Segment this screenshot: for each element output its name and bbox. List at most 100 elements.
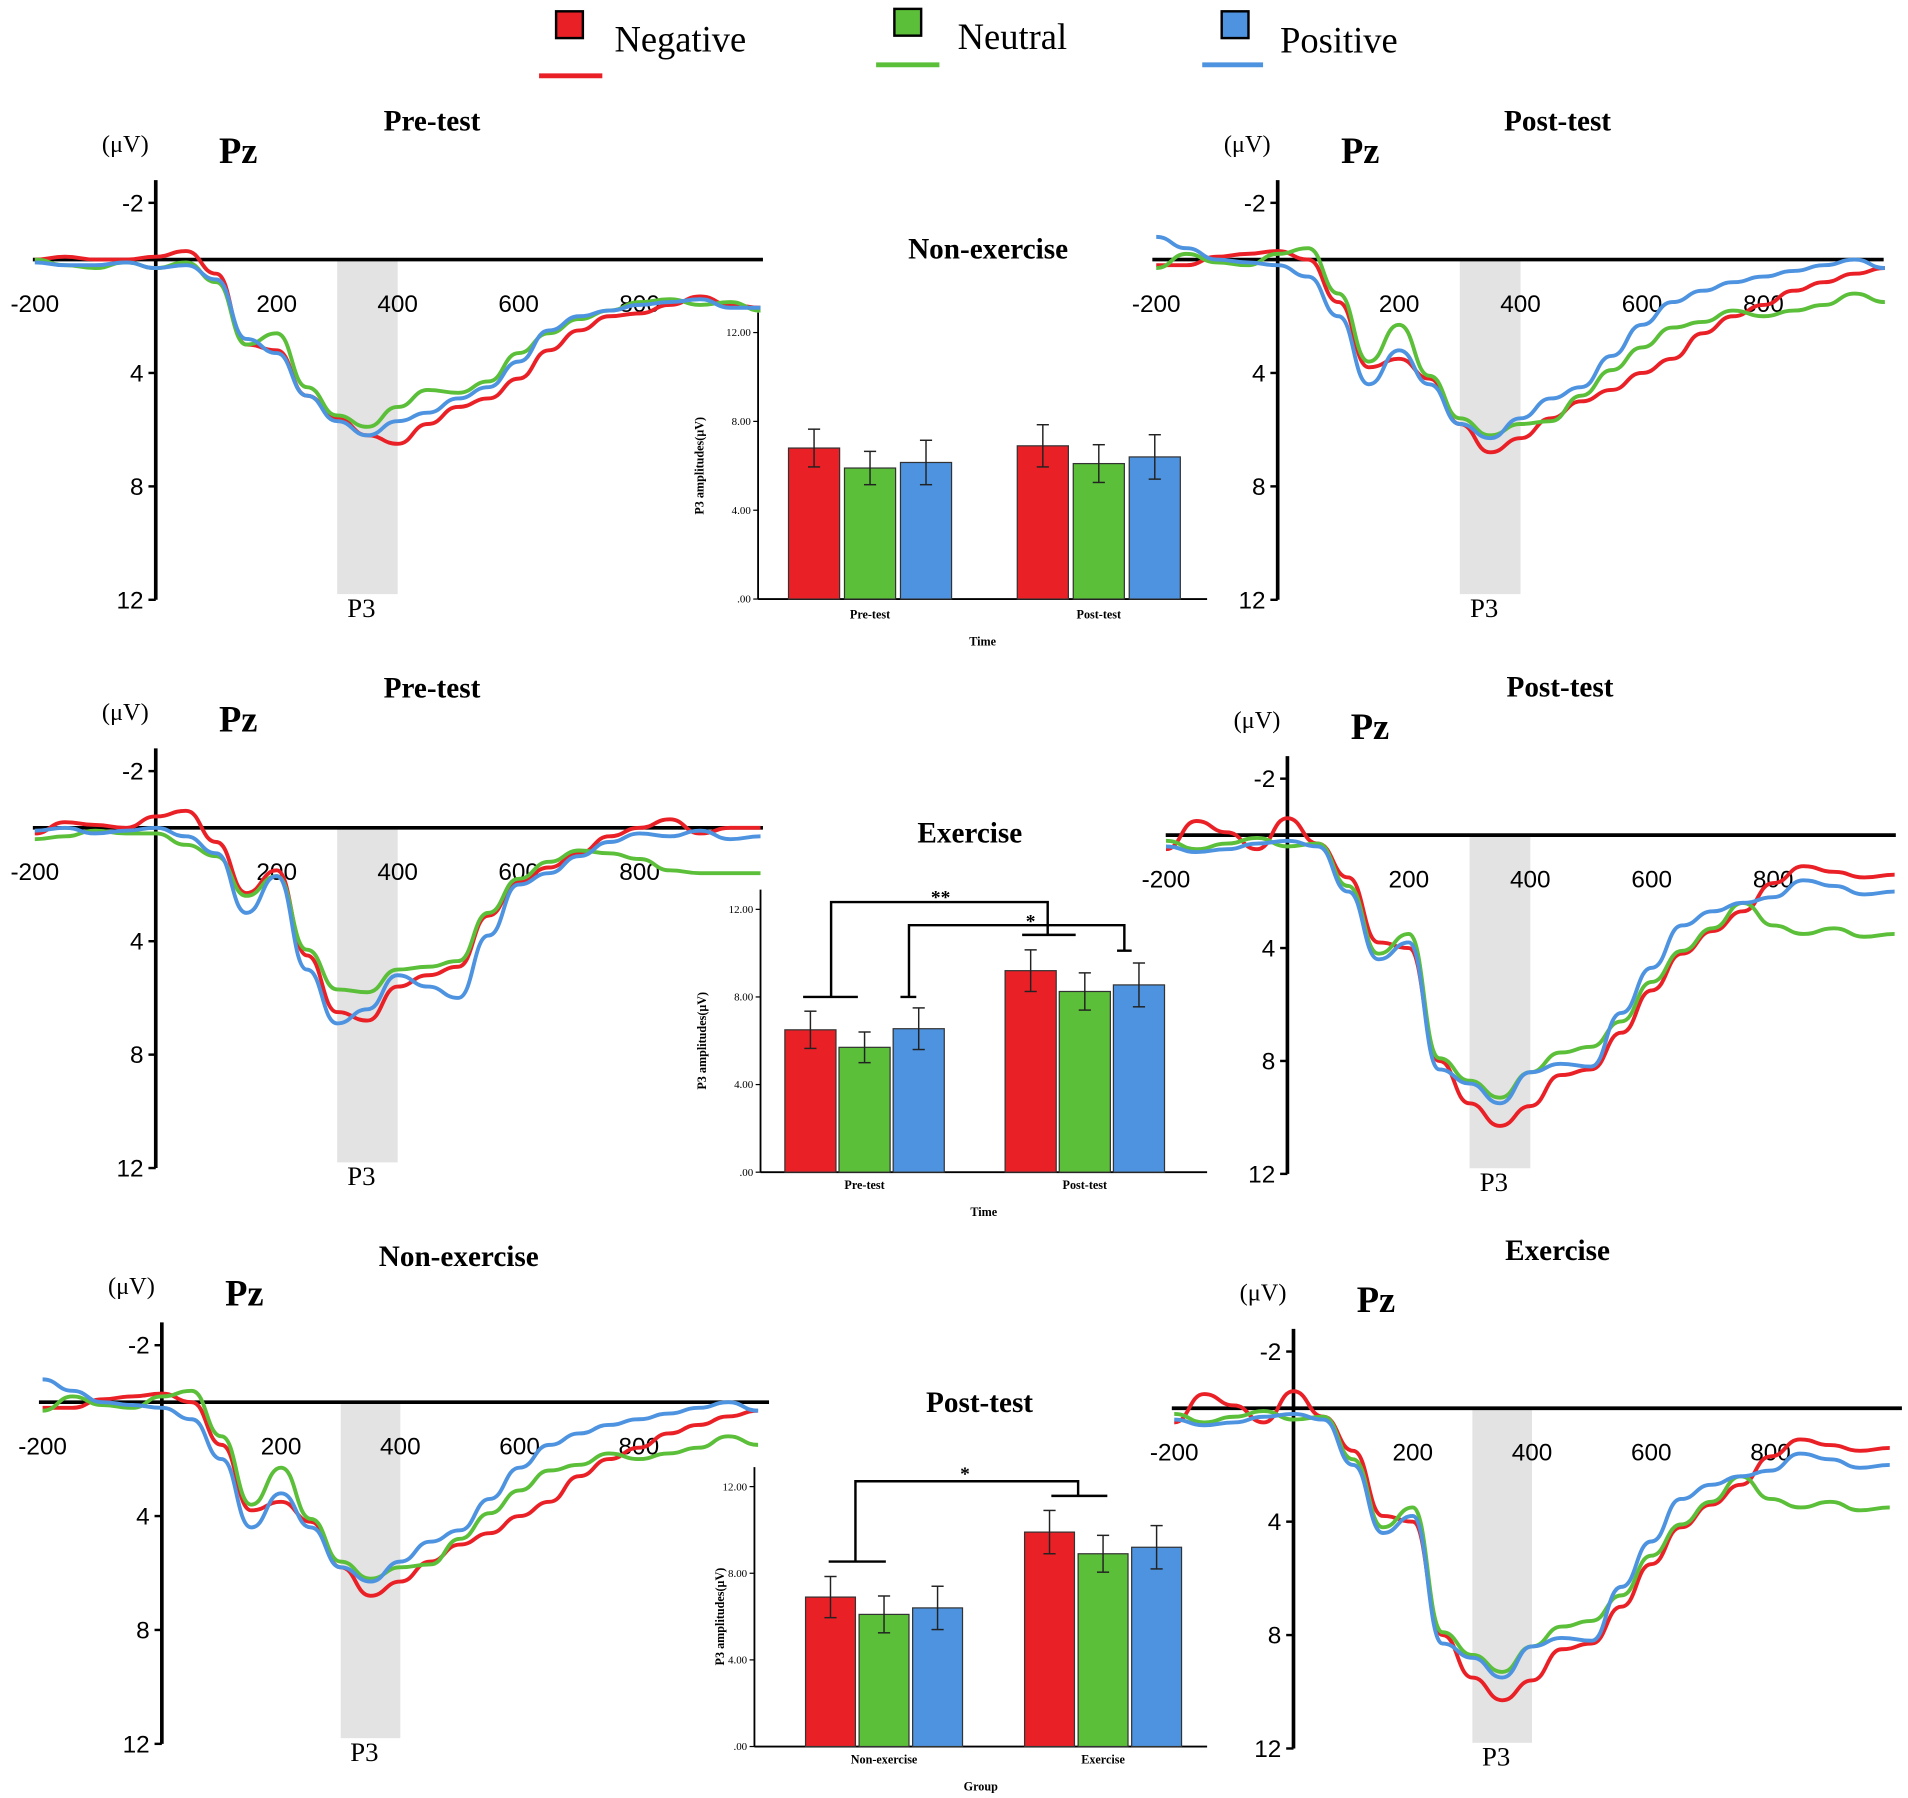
y-tick-label: 12: [1238, 587, 1265, 614]
error-bar: [1096, 1534, 1110, 1573]
bar-chart-0: Non-exercise 12.00 8.00 4.00 .00 P3 amplitude…: [692, 233, 1208, 648]
error-bar: [912, 1007, 925, 1051]
error-bar: [858, 1031, 871, 1064]
y-tick-label: 4: [130, 929, 144, 956]
legend-item-positive: Positive: [1202, 10, 1398, 68]
bar-neutral: [1058, 990, 1111, 1173]
x-tick-label: -200: [18, 1433, 67, 1460]
y-unit-label: (μV): [102, 131, 149, 158]
y-tick-label: 4: [130, 360, 144, 387]
category-label: Exercise: [1081, 1753, 1125, 1767]
bar-neutral: [838, 1046, 891, 1173]
component-label: P3: [350, 1737, 378, 1767]
x-tick-label: 400: [377, 859, 418, 886]
electrode-label: Pz: [219, 130, 258, 171]
legend-label: Neutral: [958, 16, 1067, 57]
bar-positive: [892, 1028, 945, 1173]
bar-negative: [1023, 1531, 1076, 1748]
significance-label: **: [931, 887, 950, 908]
y-unit-label: (μV): [1240, 1280, 1287, 1307]
erp-line-negative: [34, 249, 761, 446]
erp-line-neutral: [34, 828, 761, 995]
error-bar: [1132, 962, 1146, 1008]
legend-label: Positive: [1280, 20, 1398, 61]
x-tick-label: 600: [1631, 1440, 1672, 1467]
y-tick-label: 4: [1262, 936, 1276, 963]
legend: Negative Neutral Positive: [539, 7, 1398, 79]
bar-negative: [1016, 445, 1069, 600]
y-unit-label: (μV): [1224, 131, 1271, 158]
y-tick-label: 12.00: [723, 1481, 748, 1493]
category-label: Post-test: [1077, 608, 1122, 622]
bar-positive: [912, 1607, 964, 1748]
y-tick-label: 4.00: [734, 1079, 754, 1091]
bar-negative: [787, 447, 841, 600]
erp-line-positive: [34, 825, 761, 1026]
x-tick-label: -200: [1142, 866, 1191, 893]
panel-title: Pre-test: [384, 673, 481, 705]
y-unit-label: (μV): [1234, 707, 1281, 734]
y-tick-label: 8.00: [732, 416, 752, 428]
erp-line-negative: [1156, 249, 1885, 455]
bar-neutral: [1077, 1553, 1129, 1748]
y-tick-label: 4.00: [732, 505, 752, 517]
x-tick-label: 200: [1389, 866, 1430, 893]
legend-item-neutral: Neutral: [876, 7, 1067, 68]
x-tick-label: 400: [1500, 291, 1541, 318]
panel-title: Exercise: [1505, 1235, 1610, 1267]
y-tick-label: -2: [122, 190, 144, 217]
y-axis-label: P3 amplitudes(μV): [692, 417, 706, 515]
y-axis-label: P3 amplitudes(μV): [713, 1568, 727, 1666]
y-tick-label: 12: [117, 1156, 144, 1183]
electrode-label: Pz: [1357, 1279, 1396, 1320]
bar-negative: [784, 1029, 837, 1173]
y-tick-label: .00: [740, 1167, 754, 1179]
panel-title: Pre-test: [384, 106, 481, 138]
bar-positive: [1131, 1546, 1183, 1748]
x-tick-label: -200: [10, 859, 59, 886]
y-tick-label: 8: [1252, 474, 1266, 501]
x-axis-label: Group: [964, 1779, 998, 1793]
erp-line-neutral: [42, 1388, 759, 1581]
y-tick-label: 8: [130, 1042, 144, 1069]
bar-neutral: [1072, 462, 1125, 600]
x-tick-label: 200: [1379, 291, 1420, 318]
panel-title: Post-test: [1506, 671, 1613, 703]
category-label: Post-test: [1063, 1178, 1108, 1192]
y-unit-label: (μV): [108, 1273, 155, 1300]
error-bar: [877, 1595, 891, 1634]
y-tick-label: 12.00: [726, 327, 751, 339]
bar-positive: [1128, 456, 1181, 600]
error-bar: [1024, 949, 1037, 993]
y-tick-label: 4: [1252, 360, 1266, 387]
bar-negative: [804, 1596, 857, 1748]
electrode-label: Pz: [225, 1272, 264, 1313]
electrode-label: Pz: [1351, 706, 1390, 747]
x-tick-label: -200: [1132, 291, 1181, 318]
legend-swatch: [893, 7, 923, 37]
category-label: Non-exercise: [851, 1753, 918, 1767]
error-bar: [1036, 423, 1049, 468]
y-tick-label: 8: [130, 474, 144, 501]
erp-line-negative: [1173, 1389, 1890, 1703]
error-bar: [824, 1575, 837, 1619]
bar-chart-2: Post-test 12.00 8.00 4.00 .00 P3 amplitudes(μ…: [713, 1387, 1208, 1793]
erp-line-positive: [1165, 838, 1895, 1106]
significance-bracket-double-star: [803, 900, 1076, 999]
error-bar: [1148, 433, 1161, 480]
y-tick-label: 8: [1268, 1623, 1282, 1650]
bar-neutral: [858, 1613, 910, 1748]
y-axis-label: P3 amplitudes(μV): [695, 992, 709, 1090]
erp-line-negative: [42, 1391, 759, 1598]
electrode-label: Pz: [1341, 130, 1380, 171]
y-tick-label: -2: [128, 1333, 150, 1360]
bar-chart-title: Exercise: [917, 817, 1022, 849]
legend-label: Negative: [615, 18, 747, 59]
significance-label: *: [1026, 912, 1036, 933]
bar-negative: [1004, 970, 1057, 1173]
category-label: Pre-test: [850, 608, 890, 622]
y-tick-label: -2: [1244, 190, 1266, 217]
